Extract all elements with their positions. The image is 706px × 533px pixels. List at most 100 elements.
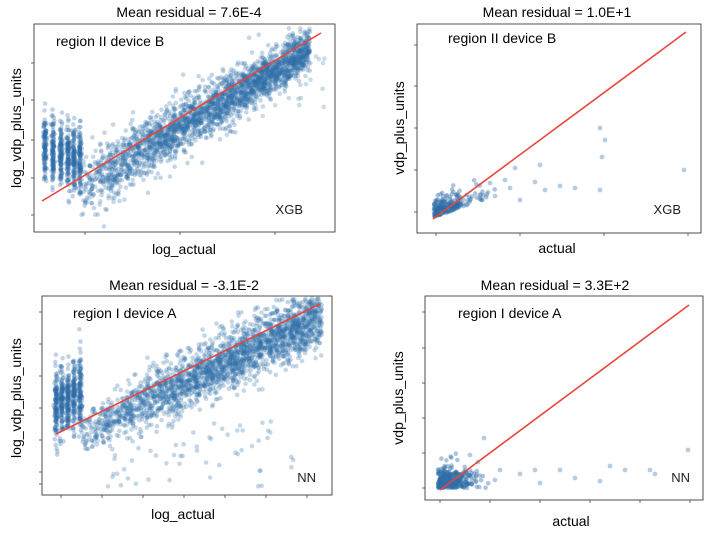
- scatter-point: [106, 182, 112, 188]
- scatter-point: [182, 129, 187, 135]
- scatter-point: [119, 177, 125, 183]
- scatter-point: [165, 137, 170, 142]
- scatter-point: [225, 97, 230, 102]
- scatter-point: [116, 191, 121, 197]
- scatter-point: [51, 169, 57, 175]
- scatter-point: [283, 81, 289, 86]
- scatter-point: [288, 61, 294, 66]
- scatter-point: [157, 138, 163, 143]
- scatter-point: [132, 372, 137, 378]
- scatter-point: [204, 135, 209, 141]
- scatter-point: [298, 29, 303, 34]
- scatter-point: [170, 113, 176, 119]
- scatter-point: [136, 129, 141, 135]
- scatter-point: [202, 88, 208, 93]
- scatter-point: [285, 48, 290, 53]
- scatter-point: [286, 46, 292, 51]
- scatter-point: [273, 83, 278, 89]
- scatter-point: [145, 155, 150, 161]
- scatter-point: [209, 99, 215, 105]
- scatter-point: [142, 123, 148, 128]
- scatter-point: [261, 61, 267, 66]
- scatter-point: [117, 172, 123, 177]
- scatter-point: [249, 100, 254, 105]
- scatter-point: [98, 149, 104, 155]
- scatter-point: [97, 142, 103, 148]
- scatter-point: [267, 96, 273, 102]
- scatter-point: [202, 88, 208, 94]
- scatter-point: [230, 100, 235, 106]
- scatter-point: [208, 101, 214, 107]
- scatter-point: [211, 121, 216, 126]
- scatter-point: [88, 191, 93, 196]
- scatter-point: [237, 115, 243, 121]
- scatter-point: [532, 179, 538, 185]
- scatter-point: [170, 146, 175, 152]
- scatter-point: [249, 92, 254, 97]
- scatter-point: [195, 399, 200, 405]
- scatter-point: [43, 122, 48, 127]
- scatter-point: [129, 135, 134, 141]
- scatter-point: [106, 396, 111, 402]
- scatter-point: [223, 80, 228, 85]
- scatter-point: [195, 113, 200, 119]
- scatter-point: [219, 115, 225, 120]
- scatter-point: [191, 119, 196, 125]
- scatter-point: [181, 120, 187, 126]
- scatter-point: [248, 83, 254, 89]
- scatter-point: [185, 115, 190, 120]
- scatter-point: [185, 160, 190, 166]
- scatter-point: [252, 61, 257, 66]
- scatter-point: [86, 196, 92, 201]
- scatter-point: [597, 125, 603, 131]
- scatter-point: [147, 121, 153, 127]
- scatter-point: [190, 124, 195, 129]
- scatter-point: [217, 108, 223, 113]
- scatter-point: [87, 176, 92, 181]
- scatter-point: [283, 55, 289, 61]
- scatter-point: [188, 104, 194, 110]
- scatter-point: [212, 114, 218, 119]
- scatter-point: [286, 95, 292, 101]
- scatter-point: [260, 73, 265, 79]
- scatter-point: [269, 76, 274, 81]
- scatter-point: [119, 162, 125, 168]
- scatter-point: [223, 116, 229, 121]
- scatter-point: [89, 176, 94, 181]
- scatter-point: [597, 187, 603, 193]
- scatter-point: [160, 141, 166, 146]
- scatter-point: [207, 120, 213, 125]
- scatter-point: [147, 139, 153, 145]
- scatter-point: [275, 74, 280, 79]
- scatter-point: [190, 122, 195, 127]
- scatter-point: [157, 141, 162, 146]
- scatter-point: [58, 134, 64, 139]
- scatter-point: [248, 83, 254, 89]
- scatter-point: [272, 69, 278, 75]
- scatter-point: [144, 172, 150, 177]
- scatter-point: [117, 177, 123, 183]
- scatter-point: [162, 111, 168, 117]
- scatter-point: [106, 196, 111, 201]
- scatter-point: [303, 54, 309, 59]
- scatter-point: [86, 174, 91, 179]
- scatter-point: [283, 43, 288, 49]
- scatter-point: [101, 175, 106, 180]
- scatter-point: [98, 199, 103, 204]
- scatter-point: [187, 103, 192, 109]
- scatter-point: [282, 66, 288, 72]
- scatter-point: [191, 114, 196, 119]
- scatter-point: [152, 145, 158, 150]
- scatter-point: [242, 90, 248, 95]
- scatter-point: [145, 128, 151, 133]
- scatter-point: [128, 121, 133, 126]
- scatter-point: [296, 49, 301, 54]
- scatter-point: [151, 161, 157, 167]
- scatter-point: [304, 54, 310, 59]
- scatter-point: [49, 151, 55, 157]
- scatter-point: [294, 54, 299, 59]
- scatter-point: [145, 138, 150, 143]
- scatter-point: [172, 164, 177, 169]
- scatter-point: [175, 122, 181, 128]
- scatter-point: [205, 107, 210, 112]
